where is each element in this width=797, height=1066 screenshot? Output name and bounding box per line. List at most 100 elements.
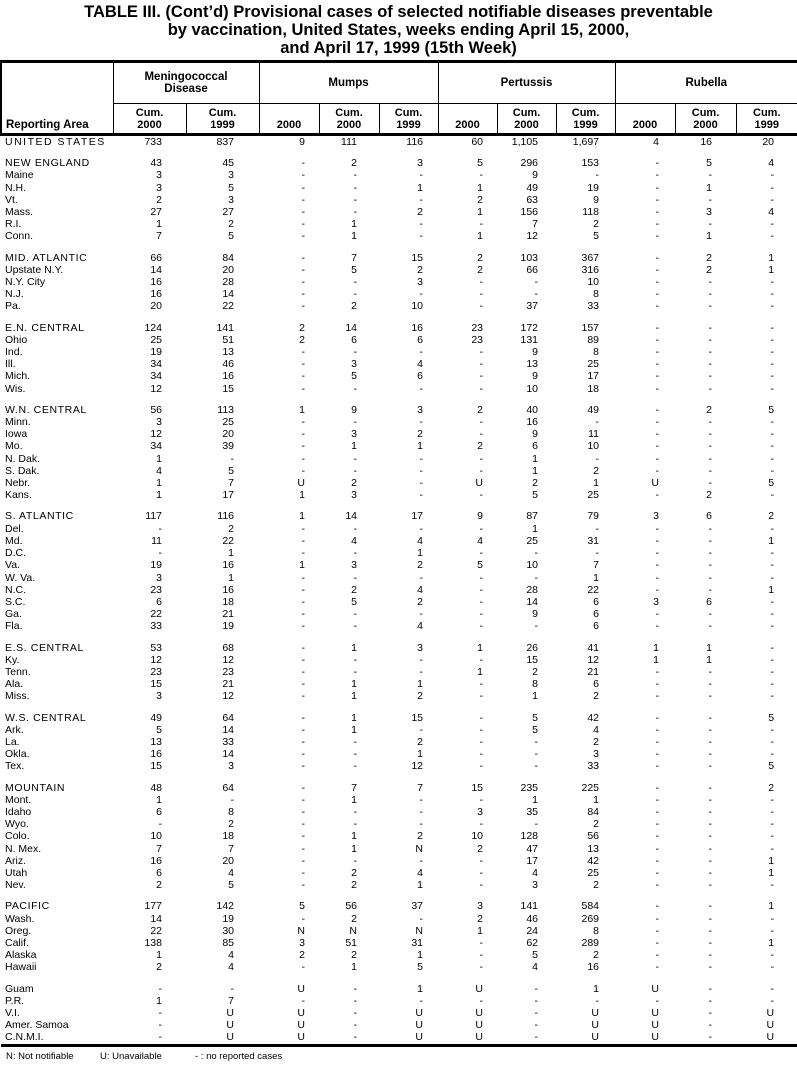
cell: - [353,206,358,219]
cell: 22 [222,534,235,547]
cell: 7 [228,994,235,1007]
cell: 16 [526,416,539,429]
cell: - [353,169,358,182]
cell: - [770,440,775,453]
cell: - [479,678,484,691]
cell: 10 [150,830,162,843]
cell: 5 [593,230,600,243]
cell: - [655,522,660,535]
cell: 15 [150,678,162,691]
cell: 7 [351,251,358,264]
cell: - [534,760,539,773]
cell: - [479,866,484,879]
row-label: Nebr. [5,477,31,490]
cell: - [479,464,484,477]
cell: 2 [477,403,484,416]
table-row: Ark. 5 14 - 1 - - 5 4 - - - [1,724,797,736]
cell: 18 [222,830,235,843]
row-label: Wash. [5,912,35,925]
cell: 2 [351,949,358,962]
cell: - [419,653,424,666]
cell: - [770,346,775,359]
cell: - [353,735,358,748]
group-header-mumps: Mumps [258,60,439,104]
cell: 3 [477,900,484,913]
cell: 7 [156,230,162,243]
col-header-pertussis-2000: 2000 [437,103,498,136]
row-label: Pa. [5,300,21,313]
row-label: Mass. [5,206,34,219]
cell: 30 [222,924,235,937]
cell: - [353,181,358,194]
cell: 2 [351,300,358,313]
cell: 46 [526,912,539,925]
cell: - [708,879,713,892]
cell: 2 [768,510,775,523]
cell: - [301,251,306,264]
cell: 63 [526,193,539,206]
cell: - [534,735,539,748]
cell: - [708,854,713,867]
cell: 1 [299,559,306,572]
cell: 5 [228,230,235,243]
cell: - [655,276,660,289]
cell: - [301,522,306,535]
cell: - [708,781,713,794]
row-label: Maine [5,169,34,182]
cell: N [415,842,424,855]
table-row: Minn. 3 25 - - - - 16 - - - - [1,416,797,428]
cell: - [708,193,713,206]
cell: 16 [222,583,235,596]
cell: - [534,748,539,761]
cell: 2 [156,193,162,206]
cell: N [349,924,358,937]
cell: - [301,534,306,547]
spacer-row [1,313,797,322]
cell: 1 [351,678,358,691]
cell: 3 [156,416,162,429]
cell: 5 [477,559,484,572]
cell: 7 [228,477,235,490]
cell: 3 [417,157,424,170]
table-row: Utah 6 4 - 2 4 - 4 25 - - 1 [1,867,797,879]
cell: 1 [532,464,539,477]
cell: 9 [532,370,539,383]
cell: - [158,1007,163,1019]
cell: - [708,735,713,748]
cell: - [708,571,713,584]
cell: 9 [351,403,358,416]
cell: 3 [156,169,162,182]
cell: - [708,1007,713,1019]
row-label: Mich. [5,370,31,383]
cell: - [655,157,660,170]
cell: U [766,1031,775,1044]
cell: 1 [156,793,162,806]
cell: U [475,1019,484,1032]
cell: 584 [581,900,600,913]
cell: - [708,547,713,560]
row-label: Wyo. [5,818,29,831]
table-row: Md. 11 22 - 4 4 4 25 31 - - 1 [1,535,797,547]
row-label: Calif. [5,936,29,949]
cell: 12 [526,230,539,243]
cell: - [301,842,306,855]
cell: N [415,924,424,937]
cell: - [770,842,775,855]
cell: - [301,370,306,383]
cell: - [479,300,484,313]
cell: - [708,949,713,962]
cell: - [655,206,660,219]
cell: 1 [417,440,424,453]
cell: U [297,1019,306,1032]
cell: 14 [526,595,539,608]
table-row: Conn. 7 5 - 1 - 1 12 5 - 1 - [1,230,797,242]
cell: - [534,276,539,289]
cell: - [770,370,775,383]
cell: - [708,793,713,806]
footnote-not-notifiable: N: Not notifiable [6,1050,74,1062]
cell: - [353,805,358,818]
cell: - [770,961,775,974]
cell: - [770,276,775,289]
cell: 3 [351,489,358,502]
cell: 4 [417,866,424,879]
